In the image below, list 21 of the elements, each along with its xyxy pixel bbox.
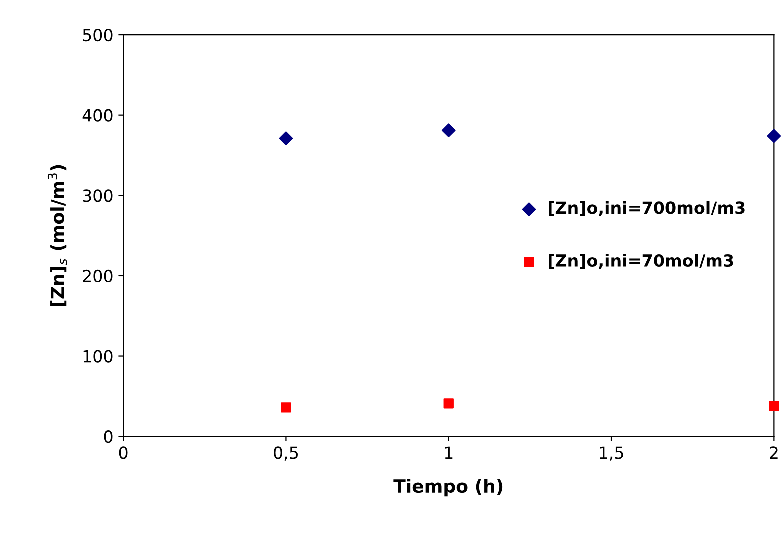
y-tick-label: 300 [83,190,113,202]
x-tick-label: 1,5 [600,446,624,461]
point [279,132,294,146]
point [769,400,780,412]
x-tick-label: 1 [445,446,453,459]
x-tick-label: 2 [770,446,778,459]
point [442,124,456,138]
point [281,402,292,413]
x-tick-label: 0,5 [274,446,298,461]
y-axis-title: [Zn]$_{s}$ (mol/m$^{3}$) [48,165,68,306]
y-tick-label: 400 [82,109,113,122]
y-tick-label: 100 [84,350,113,363]
x-tick-label: 0 [119,446,128,460]
y-tick-label: 0 [104,430,113,444]
y-tick-label: 200 [83,270,113,283]
point [767,129,782,144]
point [444,398,454,409]
y-tick-label: 500 [83,28,113,42]
legend-label: [Zn]o,ini=70mol/m3 [549,254,734,270]
legend-label: [Zn]o,ini=700mol/m3 [549,201,745,216]
x-axis-title: Tiempo (h) [394,479,503,497]
